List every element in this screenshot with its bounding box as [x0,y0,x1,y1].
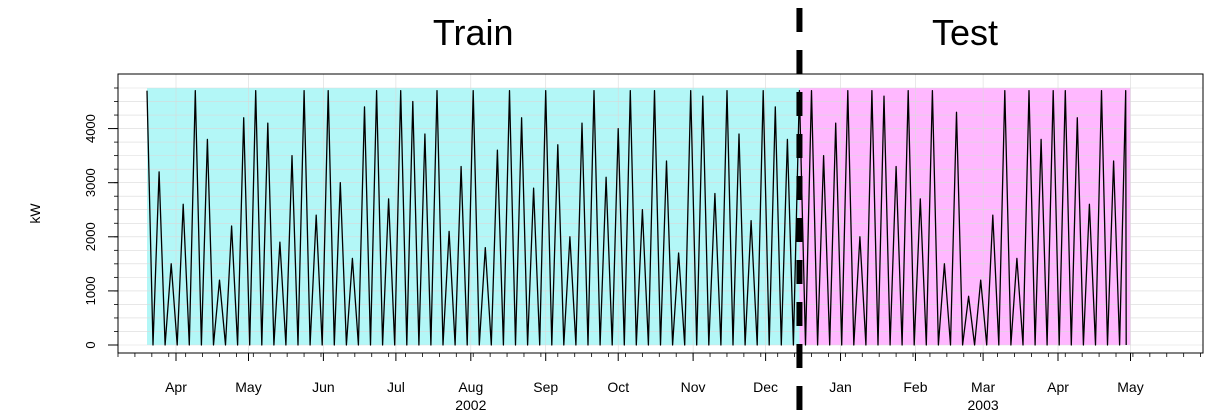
region-test-label: Test [932,12,998,53]
x-tick-label: Jun [312,379,335,395]
x-tick-label: May [235,379,261,395]
x-tick-label: Apr [165,379,187,395]
x-tick-label: Dec [753,379,778,395]
x-tick-label: Nov [681,379,706,395]
region-train-label: Train [433,12,514,53]
series-kw-line [146,90,1127,346]
plot-frame [117,73,1204,354]
x-tick-label: Jul [387,379,405,395]
x-tick-label: Feb [903,379,927,395]
y-tick-label: 0 [83,341,98,348]
x-tick-label: Apr [1047,379,1069,395]
x-tick-label: Sep [533,379,558,395]
x-tick-label: Jan [829,379,852,395]
x-tick-label: Mar [971,379,995,395]
x-year-label: 2002 [455,397,486,413]
x-tick-label: May [1117,379,1143,395]
axes [108,73,1204,361]
series-line [146,90,1127,346]
x-tick-label: Oct [607,379,629,395]
y-tick-label: 1000 [83,276,98,305]
region-train-background [146,88,800,345]
y-axis-label: kW [27,203,43,224]
x-year-label: 2003 [968,397,999,413]
y-tick-label: 3000 [83,168,98,197]
labels: Train Test 0 1000 2000 3000 4000 Apr May Jun Jul Au… [27,12,1144,413]
x-tick-label: Aug [458,379,483,395]
y-tick-label: 2000 [83,222,98,251]
y-tick-label: 4000 [83,114,98,143]
